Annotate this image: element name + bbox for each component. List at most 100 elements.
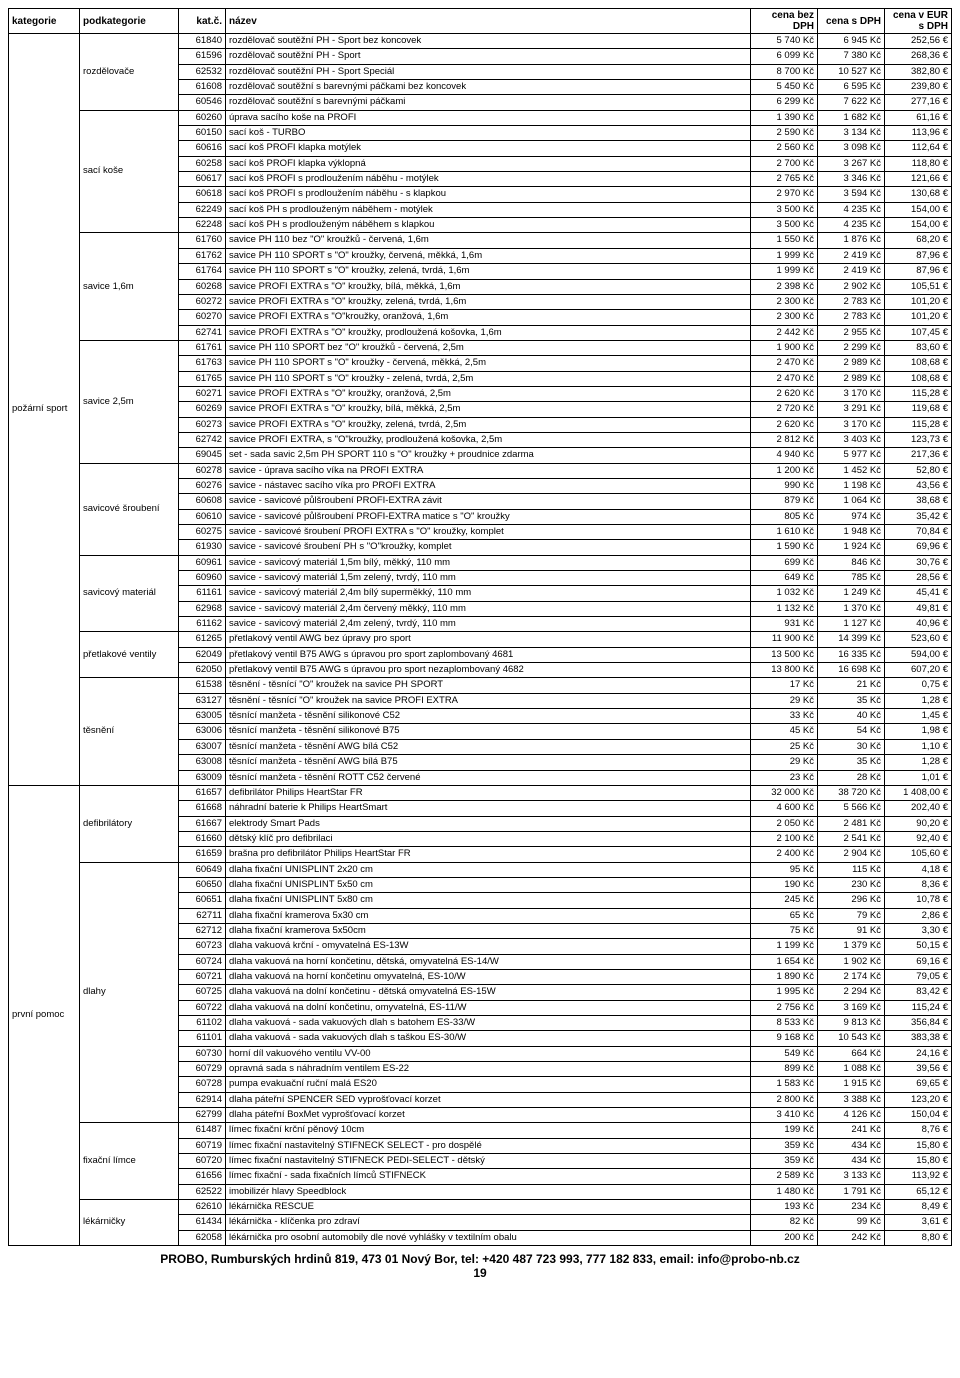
cell-cenas: 10 527 Kč bbox=[818, 64, 885, 79]
cell-nazev: límec fixační nastavitelný STIFNECK SELE… bbox=[226, 1138, 751, 1153]
cell-katc: 69045 bbox=[179, 448, 226, 463]
cell-cenas: 7 380 Kč bbox=[818, 49, 885, 64]
cell-nazev: savice PH 110 SPORT bez "O" kroužků - če… bbox=[226, 340, 751, 355]
cell-eur: 123,73 € bbox=[885, 432, 952, 447]
cell-cenabez: 1 199 Kč bbox=[751, 939, 818, 954]
cell-cenas: 3 169 Kč bbox=[818, 1000, 885, 1015]
cell-katc: 61762 bbox=[179, 248, 226, 263]
cell-cenabez: 699 Kč bbox=[751, 555, 818, 570]
cell-eur: 15,80 € bbox=[885, 1154, 952, 1169]
cell-eur: 52,80 € bbox=[885, 463, 952, 478]
table-row: sací koše60260úprava sacího koše na PROF… bbox=[9, 110, 952, 125]
cell-cenabez: 190 Kč bbox=[751, 877, 818, 892]
cell-nazev: úprava sacího koše na PROFI bbox=[226, 110, 751, 125]
cell-cenabez: 1 999 Kč bbox=[751, 264, 818, 279]
cell-nazev: límec fixační nastavitelný STIFNECK PEDI… bbox=[226, 1154, 751, 1169]
cell-cenas: 1 127 Kč bbox=[818, 617, 885, 632]
cell-cenabez: 245 Kč bbox=[751, 893, 818, 908]
cell-cenabez: 2 812 Kč bbox=[751, 432, 818, 447]
cell-cenabez: 5 740 Kč bbox=[751, 34, 818, 49]
cell-cenas: 3 388 Kč bbox=[818, 1092, 885, 1107]
cell-cenabez: 1 132 Kč bbox=[751, 601, 818, 616]
cell-cenabez: 1 995 Kč bbox=[751, 985, 818, 1000]
cell-cenabez: 2 720 Kč bbox=[751, 402, 818, 417]
cell-cenas: 2 294 Kč bbox=[818, 985, 885, 1000]
cell-cenabez: 2 050 Kč bbox=[751, 816, 818, 831]
cell-eur: 0,75 € bbox=[885, 678, 952, 693]
cell-cenas: 79 Kč bbox=[818, 908, 885, 923]
cell-eur: 523,60 € bbox=[885, 632, 952, 647]
cell-nazev: rozdělovač soutěžní PH - Sport bez konco… bbox=[226, 34, 751, 49]
cell-katc: 62741 bbox=[179, 325, 226, 340]
cell-katc: 62799 bbox=[179, 1108, 226, 1123]
cell-katc: 61667 bbox=[179, 816, 226, 831]
cell-katc: 60276 bbox=[179, 478, 226, 493]
cell-cenas: 2 481 Kč bbox=[818, 816, 885, 831]
cell-cenas: 3 267 Kč bbox=[818, 156, 885, 171]
cell-cenabez: 1 200 Kč bbox=[751, 463, 818, 478]
cell-eur: 2,86 € bbox=[885, 908, 952, 923]
cell-cenabez: 2 560 Kč bbox=[751, 141, 818, 156]
table-row: těsnění61538těsnění - těsnící "O" krouže… bbox=[9, 678, 952, 693]
cell-katc: 63005 bbox=[179, 709, 226, 724]
cell-nazev: sací koš PH s prodlouženým náběhem - mot… bbox=[226, 202, 751, 217]
cell-eur: 239,80 € bbox=[885, 80, 952, 95]
cell-nazev: savice - savicové šroubení PROFI EXTRA s… bbox=[226, 525, 751, 540]
cell-nazev: dlaha páteřní BoxMet vyprošťovací korzet bbox=[226, 1108, 751, 1123]
cell-nazev: dlaha vakuová na horní končetinu, dětská… bbox=[226, 954, 751, 969]
th-podkategorie: podkategorie bbox=[80, 9, 179, 34]
cell-nazev: rozdělovač soutěžní s barevnými páčkami bbox=[226, 95, 751, 110]
cell-nazev: savice PH 110 SPORT s "O" kroužky, červe… bbox=[226, 248, 751, 263]
cell-nazev: imobilizér hlavy Speedblock bbox=[226, 1184, 751, 1199]
cell-katc: 62049 bbox=[179, 647, 226, 662]
cell-nazev: lékárnička pro osobní automobily dle nov… bbox=[226, 1230, 751, 1245]
cell-eur: 202,40 € bbox=[885, 801, 952, 816]
cell-katc: 62248 bbox=[179, 218, 226, 233]
cell-nazev: brašna pro defibrilátor Philips HeartSta… bbox=[226, 847, 751, 862]
cell-katc: 60269 bbox=[179, 402, 226, 417]
cell-katc: 61608 bbox=[179, 80, 226, 95]
cell-katc: 60730 bbox=[179, 1046, 226, 1061]
cell-cenabez: 193 Kč bbox=[751, 1200, 818, 1215]
cell-katc: 60961 bbox=[179, 555, 226, 570]
cell-eur: 607,20 € bbox=[885, 663, 952, 678]
cell-nazev: těsnící manžeta - těsnění ROTT C52 červe… bbox=[226, 770, 751, 785]
cell-cenas: 3 133 Kč bbox=[818, 1169, 885, 1184]
cell-eur: 105,60 € bbox=[885, 847, 952, 862]
cell-katc: 63127 bbox=[179, 693, 226, 708]
cell-nazev: savice PROFI EXTRA s "O" kroužky, bílá, … bbox=[226, 402, 751, 417]
cell-nazev: přetlakový ventil B75 AWG s úpravou pro … bbox=[226, 663, 751, 678]
cell-cenabez: 33 Kč bbox=[751, 709, 818, 724]
cell-eur: 49,81 € bbox=[885, 601, 952, 616]
cell-nazev: savice - savicový materiál 2,4m zelený, … bbox=[226, 617, 751, 632]
cell-cenas: 6 595 Kč bbox=[818, 80, 885, 95]
cell-nazev: lékárnička - klíčenka pro zdraví bbox=[226, 1215, 751, 1230]
table-row: dlahy60649dlaha fixační UNISPLINT 2x20 c… bbox=[9, 862, 952, 877]
table-row: lékárničky62610lékárnička RESCUE193 Kč23… bbox=[9, 1200, 952, 1215]
cell-nazev: savice PROFI EXTRA s "O" kroužky, bílá, … bbox=[226, 279, 751, 294]
cell-eur: 107,45 € bbox=[885, 325, 952, 340]
cell-eur: 92,40 € bbox=[885, 831, 952, 846]
cell-katc: 60260 bbox=[179, 110, 226, 125]
cell-eur: 8,49 € bbox=[885, 1200, 952, 1215]
cell-cenabez: 13 500 Kč bbox=[751, 647, 818, 662]
cell-nazev: límec fixační krční pěnový 10cm bbox=[226, 1123, 751, 1138]
cell-nazev: savice PROFI EXTRA s "O"kroužky, oranžov… bbox=[226, 310, 751, 325]
cell-cenabez: 1 999 Kč bbox=[751, 248, 818, 263]
cell-cenabez: 1 590 Kč bbox=[751, 540, 818, 555]
cell-cenas: 3 170 Kč bbox=[818, 386, 885, 401]
cell-cenabez: 1 610 Kč bbox=[751, 525, 818, 540]
cell-nazev: savice - savicové šroubení PH s "O"krouž… bbox=[226, 540, 751, 555]
cell-nazev: savice - savicové půlšroubení PROFI-EXTR… bbox=[226, 494, 751, 509]
cell-nazev: savice PROFI EXTRA s "O" kroužky, zelená… bbox=[226, 294, 751, 309]
cell-nazev: pumpa evakuační ruční malá ES20 bbox=[226, 1077, 751, 1092]
cell-cenas: 16 698 Kč bbox=[818, 663, 885, 678]
cell-katc: 60272 bbox=[179, 294, 226, 309]
cell-eur: 8,80 € bbox=[885, 1230, 952, 1245]
cell-cenas: 1 379 Kč bbox=[818, 939, 885, 954]
cell-nazev: savice PH 110 SPORT s "O" kroužky - červ… bbox=[226, 356, 751, 371]
cell-cenas: 1 198 Kč bbox=[818, 478, 885, 493]
cell-katc: 61102 bbox=[179, 1016, 226, 1031]
cell-nazev: elektrody Smart Pads bbox=[226, 816, 751, 831]
cell-cenas: 1 924 Kč bbox=[818, 540, 885, 555]
